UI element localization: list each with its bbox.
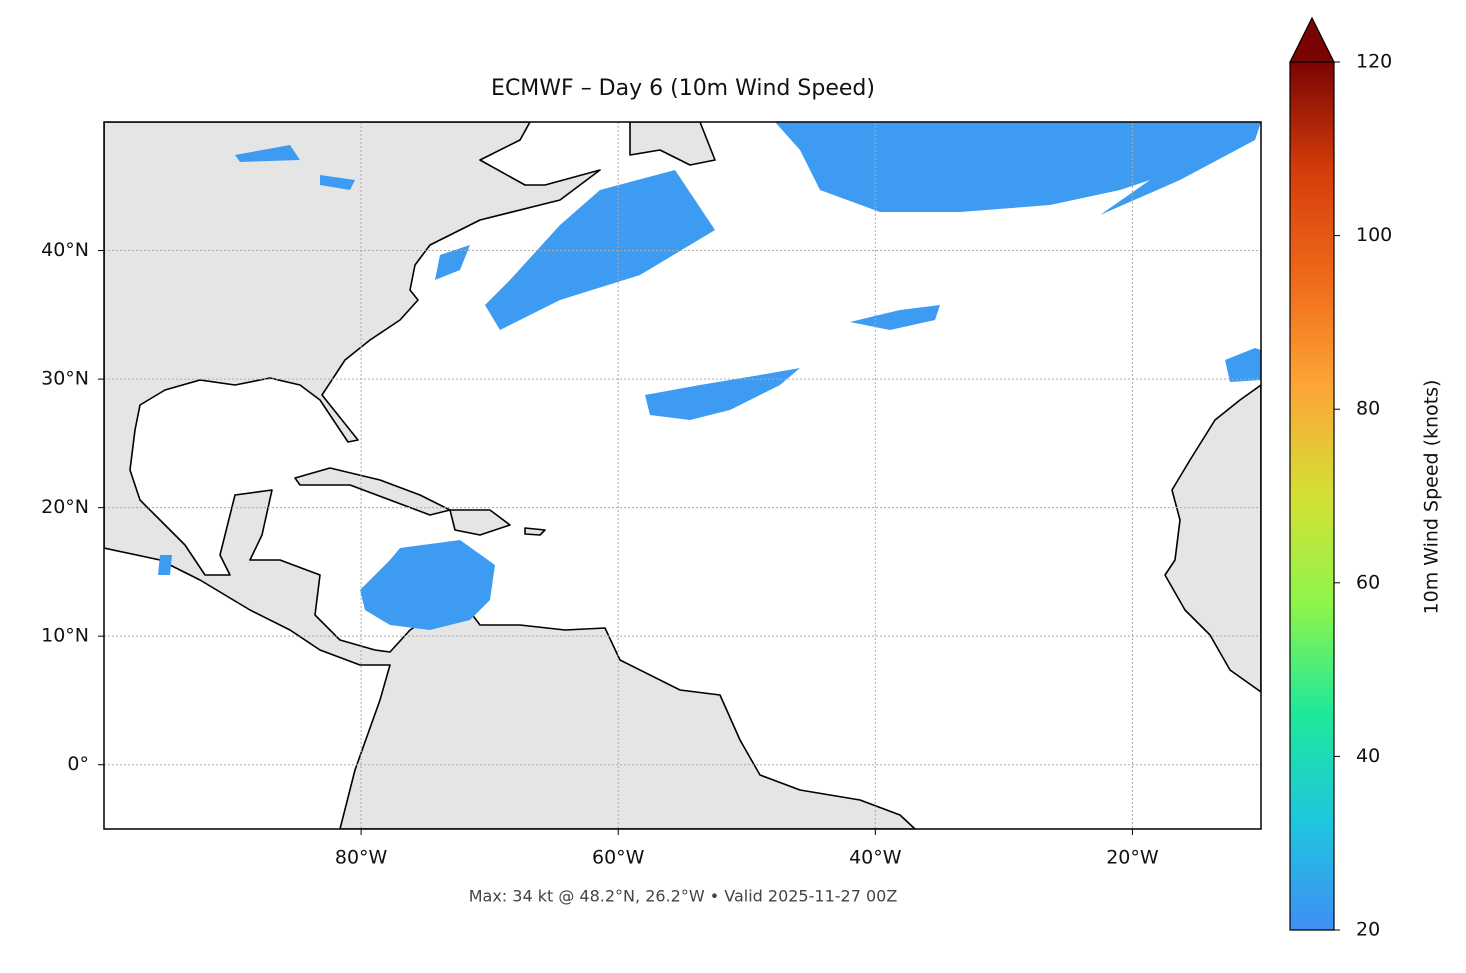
colorbar-tick-label: 40 [1356,745,1380,767]
x-tick-label: 60°W [592,847,645,869]
colorbar-ramp [1290,62,1334,930]
colorbar-tick-label: 120 [1356,51,1392,73]
wind-area [320,175,355,190]
wind-area [158,555,172,575]
puerto-rico [524,527,546,536]
x-tick-label: 40°W [849,847,902,869]
colorbar-label: 10m Wind Speed (knots) [1421,380,1443,615]
wind-area [435,245,470,280]
americas [104,122,916,829]
colorbar-tick-label: 60 [1356,571,1380,593]
y-tick-label: 20°N [41,496,89,518]
footnote: Max: 34 kt @ 48.2°N, 26.2°W • Valid 2025… [469,887,898,906]
wind-area [1225,348,1261,382]
colorbar-tick-label: 100 [1356,224,1392,246]
colorbar-extend [1289,16,1335,63]
colorbar: 20 40 60 80 100 120 [1289,16,1392,941]
map-frame [103,121,1262,830]
wind-area [775,122,1261,215]
africa [1164,384,1261,693]
wind-area [360,540,495,630]
newfoundland [629,122,716,166]
y-tick-label: 40°N [41,239,89,261]
hispaniola [449,509,511,536]
wind-area [235,145,300,162]
colorbar-frame [1289,62,1335,931]
cuba [294,467,451,516]
wind-area [645,368,800,420]
wind-area [485,170,715,330]
y-tick-label: 10°N [41,625,89,647]
colorbar-tick-label: 80 [1356,398,1380,420]
graticule [104,122,1261,829]
x-tick-label: 20°W [1106,847,1159,869]
map-area [104,122,1261,829]
map-title: ECMWF – Day 6 (10m Wind Speed) [491,76,875,101]
y-tick-label: 30°N [41,368,89,390]
wind-field [158,122,1261,630]
wind-area [850,305,940,330]
x-tick-label: 80°W [335,847,388,869]
y-tick-label: 0° [67,753,89,775]
colorbar-tick-label: 20 [1356,919,1380,941]
